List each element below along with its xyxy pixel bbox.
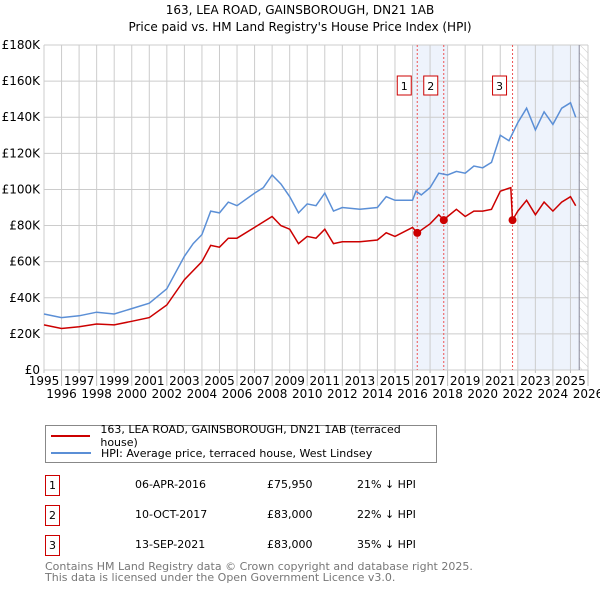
- x-tick-label: 2025: [555, 374, 586, 388]
- sale-price: £83,000: [267, 538, 313, 551]
- x-tick-label: 1998: [81, 387, 112, 401]
- chart-title: 163, LEA ROAD, GAINSBOROUGH, DN21 1AB: [166, 3, 434, 17]
- table-row: 3 13-SEP-2021 £83,000 35% ↓ HPI: [45, 535, 465, 556]
- price-paid-line: [43, 186, 577, 330]
- table-row: 2 10-OCT-2017 £83,000 22% ↓ HPI: [45, 505, 465, 526]
- x-tick-label: 2001: [134, 374, 165, 388]
- sale-date: 10-OCT-2017: [135, 508, 208, 521]
- y-tick-label: £100K: [2, 182, 42, 196]
- x-tick-label: 2024: [538, 387, 569, 401]
- x-tick-label: 2017: [415, 374, 446, 388]
- x-tick-label: 2014: [362, 387, 393, 401]
- x-tick-label: 2012: [327, 387, 358, 401]
- x-tick-label: 2009: [274, 374, 305, 388]
- footer-licence: This data is licensed under the Open Gov…: [45, 571, 396, 584]
- y-tick-label: £20K: [9, 327, 41, 341]
- y-tick-label: £40K: [9, 291, 41, 305]
- sale-label-box-3: [492, 75, 508, 96]
- x-tick-label: 2010: [292, 387, 323, 401]
- x-tick-label: 2002: [152, 387, 183, 401]
- y-tick-label: £160K: [2, 74, 42, 88]
- legend-swatch-red: [51, 435, 91, 437]
- chart-subtitle: Price paid vs. HM Land Registry's House …: [128, 20, 471, 34]
- x-tick-label: 1996: [46, 387, 77, 401]
- x-tick-label: 2019: [450, 374, 481, 388]
- x-tick-label: 1995: [29, 374, 60, 388]
- sale-label-box-1: [396, 75, 412, 96]
- sale-label-2: 2: [427, 80, 434, 93]
- forecast-hatch: [579, 45, 588, 370]
- sale-hpi-delta: 22% ↓ HPI: [357, 508, 416, 521]
- y-tick-label: £80K: [9, 219, 41, 233]
- x-tick-label: 2011: [310, 374, 341, 388]
- sale-label-box-2: [423, 75, 439, 96]
- x-tick-label: 2026: [573, 387, 600, 401]
- sale-price: £75,950: [267, 478, 313, 491]
- legend-item-hpi: HPI: Average price, terraced house, West…: [51, 445, 372, 461]
- x-tick-label: 2013: [345, 374, 376, 388]
- sale-point-1: [413, 228, 422, 237]
- sale-label-1: 1: [401, 80, 408, 93]
- x-tick-label: 2022: [503, 387, 534, 401]
- sale-date: 06-APR-2016: [135, 478, 207, 491]
- footer: Contains HM Land Registry data © Crown c…: [45, 561, 473, 583]
- x-tick-label: 1997: [64, 374, 95, 388]
- sale-price: £83,000: [267, 508, 313, 521]
- x-tick-label: 2021: [485, 374, 516, 388]
- footer-copyright: Contains HM Land Registry data © Crown c…: [45, 560, 473, 573]
- x-tick-label: 2015: [380, 374, 411, 388]
- x-tick-label: 2005: [204, 374, 235, 388]
- hpi-line: [43, 101, 577, 319]
- sale-badge: 1: [45, 475, 60, 496]
- x-tick-label: 1999: [99, 374, 130, 388]
- price-chart: 163, LEA ROAD, GAINSBOROUGH, DN21 1AB Pr…: [2, 3, 600, 401]
- sale-label-3: 3: [496, 80, 503, 93]
- y-tick-label: £0: [25, 363, 40, 377]
- sale-date: 13-SEP-2021: [135, 538, 206, 551]
- x-tick-label: 2020: [467, 387, 498, 401]
- x-tick-label: 2023: [520, 374, 551, 388]
- sale-point-3: [508, 216, 517, 225]
- y-tick-label: £120K: [2, 146, 42, 160]
- x-tick-label: 2003: [169, 374, 200, 388]
- sale-badge: 3: [45, 535, 60, 556]
- x-tick-label: 2000: [116, 387, 147, 401]
- legend-item-property: 163, LEA ROAD, GAINSBOROUGH, DN21 1AB (t…: [51, 423, 436, 449]
- legend: 163, LEA ROAD, GAINSBOROUGH, DN21 1AB (t…: [45, 423, 437, 463]
- sale-hpi-delta: 21% ↓ HPI: [357, 478, 416, 491]
- y-tick-label: £140K: [2, 110, 42, 124]
- sale-badge: 2: [45, 505, 60, 526]
- legend-label: 163, LEA ROAD, GAINSBOROUGH, DN21 1AB (t…: [100, 423, 401, 449]
- x-tick-label: 2006: [222, 387, 253, 401]
- x-tick-label: 2018: [432, 387, 463, 401]
- x-tick-label: 2007: [239, 374, 270, 388]
- sale-hpi-delta: 35% ↓ HPI: [357, 538, 416, 551]
- y-tick-label: £60K: [9, 255, 41, 269]
- x-tick-label: 2008: [257, 387, 288, 401]
- legend-label: HPI: Average price, terraced house, West…: [101, 446, 373, 460]
- x-tick-label: 2016: [397, 387, 428, 401]
- table-row: 1 06-APR-2016 £75,950 21% ↓ HPI: [45, 475, 465, 496]
- y-tick-label: £180K: [2, 38, 42, 52]
- legend-swatch-blue: [51, 452, 91, 454]
- sale-point-2: [439, 216, 448, 225]
- x-tick-label: 2004: [187, 387, 218, 401]
